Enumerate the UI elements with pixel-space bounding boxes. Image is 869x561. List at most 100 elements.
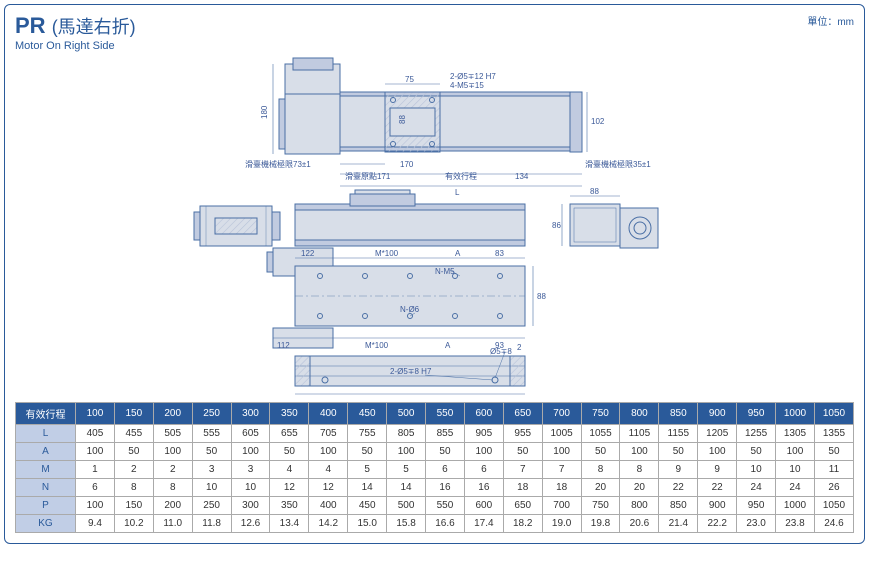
- cell: 650: [503, 497, 542, 515]
- table-row: KG9.410.211.011.812.613.414.215.015.816.…: [16, 515, 854, 533]
- row-key: N: [16, 479, 76, 497]
- cell: 50: [503, 443, 542, 461]
- table-header-row: 有效行程 10015020025030035040045050055060065…: [16, 403, 854, 425]
- cell: 6: [76, 479, 115, 497]
- cell: 24.6: [814, 515, 853, 533]
- table-row: P100150200250300350400450500550600650700…: [16, 497, 854, 515]
- cell: 600: [464, 497, 503, 515]
- cell: 12: [309, 479, 348, 497]
- cell: 1155: [659, 425, 698, 443]
- cell: 100: [153, 443, 192, 461]
- view-section: 2-Ø5∓8 H7 Ø5∓8 2 112 100±0.02 P: [295, 343, 525, 396]
- svg-text:2-Ø5∓12 H7: 2-Ø5∓12 H7: [450, 72, 496, 81]
- cell: 855: [426, 425, 465, 443]
- col-stroke: 350: [270, 403, 309, 425]
- cell: 1000: [776, 497, 815, 515]
- svg-text:86: 86: [552, 221, 561, 230]
- cell: 900: [698, 497, 737, 515]
- cell: 24: [737, 479, 776, 497]
- svg-text:112: 112: [277, 341, 290, 350]
- cell: 50: [737, 443, 776, 461]
- table-row: A100501005010050100501005010050100501005…: [16, 443, 854, 461]
- svg-text:75: 75: [405, 75, 414, 84]
- cell: 800: [620, 497, 659, 515]
- cell: 14: [348, 479, 387, 497]
- cell: 150: [114, 497, 153, 515]
- cell: 12.6: [231, 515, 270, 533]
- cell: 50: [426, 443, 465, 461]
- cell: 100: [698, 443, 737, 461]
- technical-drawing: 75 2-Ø5∓12 H7 4-M5∓15 180 88 102 滑臺機械極限7…: [15, 56, 845, 396]
- cell: 24: [776, 479, 815, 497]
- cell: 500: [387, 497, 426, 515]
- cell: 1005: [542, 425, 581, 443]
- svg-text:2-Ø5∓8 H7: 2-Ø5∓8 H7: [390, 367, 432, 376]
- cell: 555: [192, 425, 231, 443]
- col-stroke: 550: [426, 403, 465, 425]
- cell: 455: [114, 425, 153, 443]
- svg-text:88: 88: [398, 115, 407, 124]
- cell: 550: [426, 497, 465, 515]
- cell: 505: [153, 425, 192, 443]
- col-stroke: 200: [153, 403, 192, 425]
- drawing-frame: PR (馬達右折) Motor On Right Side 單位：mm: [4, 4, 865, 544]
- cell: 10.2: [114, 515, 153, 533]
- title-main: PR (馬達右折): [15, 13, 136, 39]
- cell: 50: [114, 443, 153, 461]
- cell: 16: [426, 479, 465, 497]
- cell: 15.8: [387, 515, 426, 533]
- view-side-left: [194, 206, 280, 246]
- col-stroke: 600: [464, 403, 503, 425]
- cell: 18.2: [503, 515, 542, 533]
- svg-text:102: 102: [591, 117, 605, 126]
- cell: 7: [542, 461, 581, 479]
- col-stroke: 450: [348, 403, 387, 425]
- svg-text:4-M5∓15: 4-M5∓15: [450, 81, 484, 90]
- cell: 50: [348, 443, 387, 461]
- cell: 250: [192, 497, 231, 515]
- svg-text:滑臺原點171: 滑臺原點171: [345, 171, 391, 181]
- svg-text:有效行程: 有效行程: [445, 171, 477, 181]
- svg-text:88: 88: [590, 187, 599, 196]
- cell: 805: [387, 425, 426, 443]
- cell: 14: [387, 479, 426, 497]
- row-key: KG: [16, 515, 76, 533]
- cell: 13.4: [270, 515, 309, 533]
- cell: 100: [387, 443, 426, 461]
- cell: 755: [348, 425, 387, 443]
- svg-text:134: 134: [515, 172, 529, 181]
- table-row: N6881010121214141616181820202222242426: [16, 479, 854, 497]
- cell: 405: [76, 425, 115, 443]
- svg-text:M*100: M*100: [375, 249, 399, 258]
- cell: 100: [620, 443, 659, 461]
- svg-text:滑臺機械極限73±1: 滑臺機械極限73±1: [245, 159, 311, 169]
- col-stroke: 300: [231, 403, 270, 425]
- cell: 14.2: [309, 515, 348, 533]
- cell: 2: [153, 461, 192, 479]
- cell: 8: [114, 479, 153, 497]
- cell: 350: [270, 497, 309, 515]
- cell: 100: [76, 497, 115, 515]
- cell: 11.0: [153, 515, 192, 533]
- cell: 4: [270, 461, 309, 479]
- title-sub: Motor On Right Side: [15, 40, 136, 52]
- cell: 6: [464, 461, 503, 479]
- cell: 1355: [814, 425, 853, 443]
- col-stroke: 400: [309, 403, 348, 425]
- svg-text:2: 2: [517, 343, 522, 352]
- cell: 50: [581, 443, 620, 461]
- cell: 9.4: [76, 515, 115, 533]
- cell: 950: [737, 497, 776, 515]
- svg-text:Ø5∓8: Ø5∓8: [490, 347, 512, 356]
- cell: 20: [581, 479, 620, 497]
- cell: 450: [348, 497, 387, 515]
- cell: 19.0: [542, 515, 581, 533]
- svg-text:122: 122: [301, 249, 315, 258]
- svg-text:滑臺機械極限35±1: 滑臺機械極限35±1: [585, 159, 651, 169]
- cell: 100: [776, 443, 815, 461]
- cell: 11.8: [192, 515, 231, 533]
- cell: 22: [659, 479, 698, 497]
- cell: 18: [503, 479, 542, 497]
- svg-text:M*100: M*100: [365, 341, 389, 350]
- cell: 955: [503, 425, 542, 443]
